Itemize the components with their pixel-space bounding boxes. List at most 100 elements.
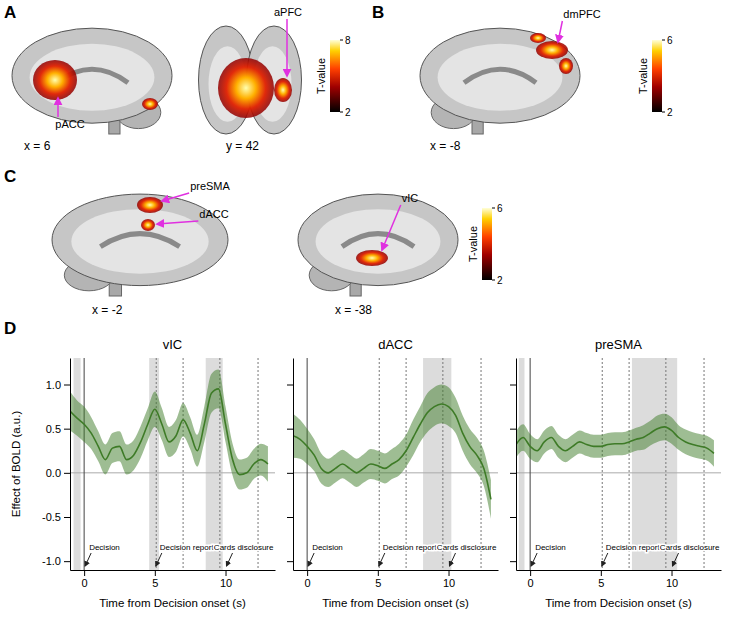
event-arrow [602,553,608,566]
corpus-callosum [342,234,414,247]
colorbar-tick [492,208,495,209]
tick-label: 10 [443,577,455,589]
region-arrow [157,221,198,224]
tick-mark [155,570,156,576]
tick-label: -1.0 [42,555,61,567]
corpus-callosum [464,69,536,83]
activation-blob [141,219,155,231]
axis-line [70,359,71,571]
cortex [420,28,580,123]
region-arrow [286,19,288,76]
tick-mark [510,561,516,562]
event-label: Decision [535,543,566,552]
region-label: vIC [402,192,419,204]
tick-mark [64,561,70,562]
tick [510,385,516,386]
activation-blob [274,78,292,102]
mean-line [293,404,491,499]
tick-label: 0 [528,577,534,589]
colorbar-tick [662,40,665,41]
tick: 10 [220,570,232,589]
region-arrow [162,193,189,201]
panel-letter: D [4,319,16,338]
y-axis [510,359,517,571]
tick-mark [601,570,602,576]
tick [510,429,516,430]
tick-mark [378,570,379,576]
tick: 0.0 [46,467,70,479]
colorbar [482,208,492,280]
tick-mark [510,473,516,474]
tick-label: 5 [375,577,381,589]
region-label: preSMA [190,180,230,192]
event-line [665,358,666,570]
colorbar-title: T-value [315,58,327,94]
tick: 5 [598,570,604,589]
tick-mark [510,385,516,386]
tick [510,473,516,474]
brain-panel: Ax = 6pACCy = 42aPFC28T-value [4,3,351,153]
tick-label: 0.0 [46,467,61,479]
tick-mark [510,429,516,430]
event-line [156,358,157,570]
tick [287,561,293,562]
panel-letter: C [4,167,16,186]
tick-mark [84,570,85,576]
colorbar-tick-label: 2 [345,107,351,118]
brain-slice: x = -8 dmPFC [420,8,601,153]
figure: Ax = 6pACCy = 42aPFC28T-valueBx = -8dmPF… [0,0,748,638]
tick: 0 [305,570,311,589]
error-band [70,369,268,489]
brain-slice: x = -38vIC [298,192,458,317]
region-label: dmPFC [563,8,600,20]
tick: 0.5 [46,423,70,435]
colorbar-tick-label: 6 [497,203,503,214]
event-markers: DecisionDecision reportCards disclosure [308,543,497,566]
mean-line [70,389,268,475]
slice-coordinate: x = -8 [430,139,461,153]
event-arrow [379,553,385,566]
tick-mark [307,570,308,576]
event-label: Decision report [160,543,215,552]
chart: 0510-1.0-0.50.00.51.0vICTime from Decisi… [10,337,276,609]
region-arrow [57,98,59,117]
tick-label: 5 [598,577,604,589]
x-axis: 0510 [517,570,722,589]
plot-area [293,358,498,570]
significance-window [519,358,525,570]
event-label: Cards disclosure [660,543,720,552]
tick-mark [287,517,293,518]
colorbar [330,40,340,112]
error-band [293,385,491,519]
tick-mark [64,517,70,518]
x-axis: 0 5 10 [294,570,499,589]
tick [287,385,293,386]
tick [510,517,516,518]
brain-panel: Bx = -8dmPFC26T-value [372,3,673,153]
cortex [52,194,228,286]
plot-area [516,358,721,570]
chart: 0510preSMATime from Decision onset (s)De… [510,337,722,609]
reference-line [530,358,531,570]
tick-mark [510,517,516,518]
colorbar-tick-label: 2 [497,275,503,286]
white-matter [316,209,441,273]
tick-mark [449,570,450,576]
tick: 10 [443,570,455,589]
tick-label: 1.0 [46,379,61,391]
tick-label: 0.5 [46,423,61,435]
tick-label: -0.5 [42,511,61,523]
plot-area [70,358,275,570]
colorbar-tick [340,40,343,41]
colorbar-tick-label: 8 [345,35,351,46]
event-arrow [156,553,162,566]
x-axis-title: Time from Decision onset (s) [322,597,469,609]
significance-window [74,358,81,570]
event-line [629,358,630,570]
slice-coordinate: x = 6 [24,139,51,153]
tick-label: 10 [220,577,232,589]
x-axis-title: Time from Decision onset (s) [545,597,692,609]
region-arrow [558,21,562,42]
y-axis [287,359,294,571]
event-line [602,358,603,570]
